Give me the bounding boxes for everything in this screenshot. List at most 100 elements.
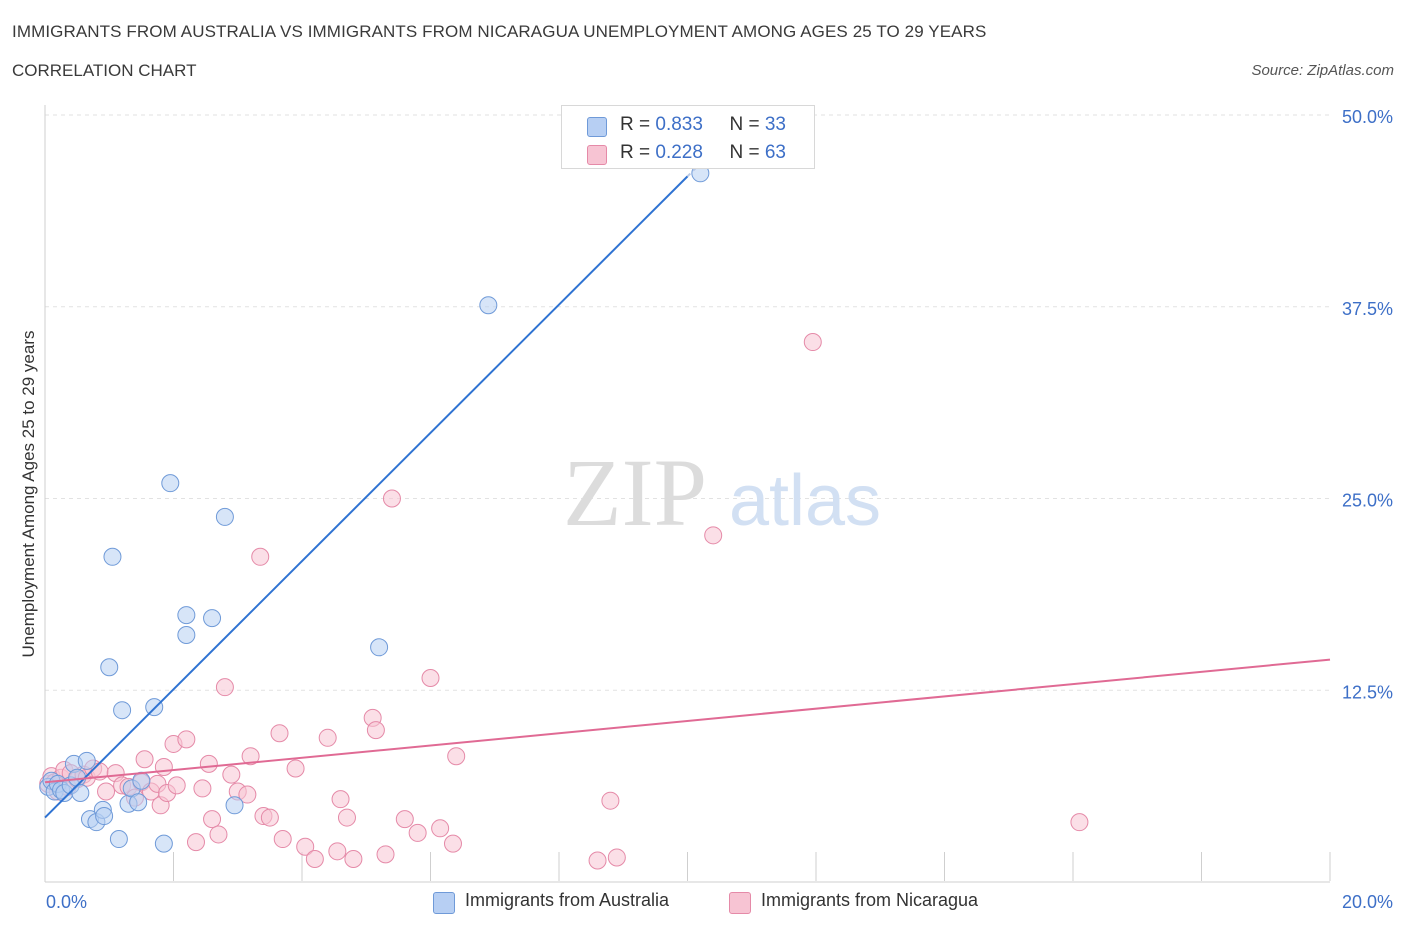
nicaragua-point [238,785,257,804]
australia-point [370,638,389,657]
nicaragua-point [447,747,466,766]
nicaragua-point [215,678,234,697]
nicaragua-point [382,489,401,508]
australia-point [154,834,173,853]
nicaragua-point [209,825,228,844]
nicaragua-trend-line [44,658,1331,784]
nicaragua-point [286,759,305,778]
legend-n-value-australia: 33 [764,114,786,135]
nicaragua-point [704,526,723,545]
y-tick-label: 12.5% [1342,682,1393,702]
bottom-legend-label-australia: Immigrants from Australia [465,890,670,910]
nicaragua-point [318,728,337,747]
legend-r-value-nicaragua: 0.228 [655,142,703,163]
legend-swatch-nicaragua [587,145,607,165]
nicaragua-point [408,823,427,842]
legend-n-label: N = [729,114,765,135]
bottom-legend-label-nicaragua: Immigrants from Nicaragua [761,890,979,910]
australia-point [109,830,128,849]
australia-point [215,507,234,526]
nicaragua-point [395,810,414,829]
nicaragua-point [154,757,173,776]
legend-n-value-nicaragua: 63 [764,142,786,163]
australia-trend-line [44,175,689,819]
nicaragua-point [421,668,440,687]
nicaragua-point [97,782,116,801]
australia-point [177,626,196,645]
nicaragua-point [607,848,626,867]
nicaragua-point [344,849,363,868]
trend-lines [44,143,1331,819]
australia-point [71,784,90,803]
nicaragua-point [177,730,196,749]
nicaragua-point [270,724,289,743]
nicaragua-point [199,754,218,773]
legend-row-australia: R = 0.833 N = 33 [562,111,814,139]
australia-point [95,807,114,826]
x-tick-labels: 0.0% 20.0% [46,892,1393,912]
source-credit: Source: ZipAtlas.com [1251,62,1394,79]
bottom-legend-swatch-australia [433,892,455,914]
nicaragua-point [328,842,347,861]
nicaragua-point [241,747,260,766]
x-tick-label: 20.0% [1342,892,1393,912]
australia-point [103,547,122,566]
australia-point [129,793,148,812]
y-tick-label: 25.0% [1342,491,1393,511]
legend-row-nicaragua: R = 0.228 N = 63 [562,139,814,167]
nicaragua-point [376,845,395,864]
legend-n-label: N = [729,142,765,163]
nicaragua-point [305,849,324,868]
nicaragua-point [135,750,154,769]
nicaragua-point [260,808,279,827]
australia-point [203,609,222,628]
australia-point [145,698,164,717]
watermark-atlas: atlas [729,461,881,541]
nicaragua-point [167,776,186,795]
y-tick-labels: 12.5% 25.0% 37.5% 50.0% [1342,107,1393,702]
legend-r-value-australia: 0.833 [655,114,703,135]
australia-point [77,751,96,770]
correlation-legend: R = 0.833 N = 33 R = 0.228 N = 63 [561,105,815,169]
nicaragua-point [273,830,292,849]
nicaragua-point [193,779,212,798]
australia-point [113,701,132,720]
nicaragua-point [803,333,822,352]
australia-point [132,771,151,790]
nicaragua-points [39,333,1089,870]
watermark-zip: ZIP [563,439,707,546]
y-tick-label: 37.5% [1342,299,1393,319]
nicaragua-point [251,547,270,566]
x-tick-label: 0.0% [46,892,87,912]
australia-point [161,474,180,493]
australia-point [100,658,119,677]
chart-title: IMMIGRANTS FROM AUSTRALIA VS IMMIGRANTS … [12,22,987,41]
grid-lines [45,114,1330,691]
y-axis-label: Unemployment Among Ages 25 to 29 years [19,331,38,658]
nicaragua-point [443,834,462,853]
australia-point [225,796,244,815]
y-tick-label: 50.0% [1342,107,1393,127]
nicaragua-point [186,833,205,852]
nicaragua-point [601,791,620,810]
legend-r-label: R = [620,114,656,135]
watermark: ZIP atlas [563,439,881,546]
legend-r-label: R = [620,142,656,163]
axes [44,105,1331,883]
australia-points [39,164,710,853]
legend-swatch-australia [587,117,607,137]
chart-subtitle: CORRELATION CHART [12,61,197,80]
nicaragua-point [588,851,607,870]
nicaragua-point [337,808,356,827]
nicaragua-point [331,790,350,809]
bottom-legend-swatch-nicaragua [729,892,751,914]
nicaragua-point [431,819,450,838]
nicaragua-point [1070,813,1089,832]
nicaragua-point [203,810,222,829]
australia-point [177,606,196,625]
nicaragua-point [222,765,241,784]
nicaragua-point [366,721,385,740]
australia-point [479,296,498,315]
nicaragua-point [296,837,315,856]
